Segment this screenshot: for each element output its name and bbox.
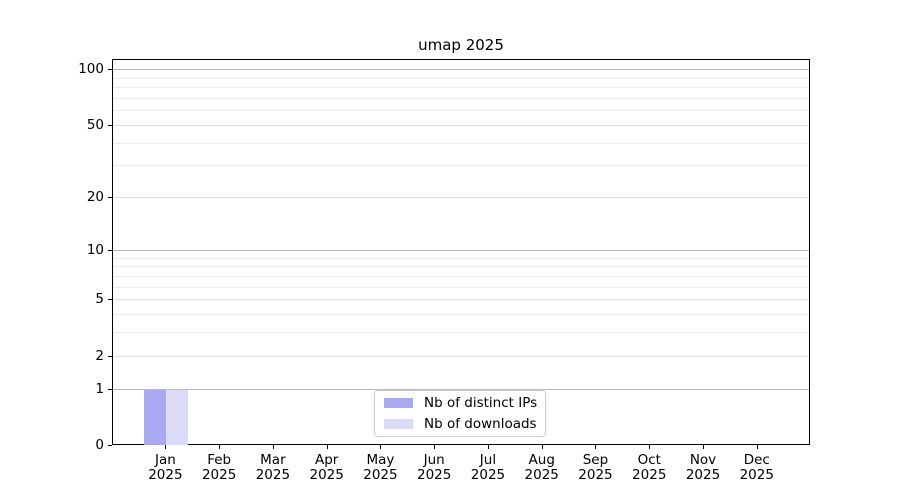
y-tick-label: 50 xyxy=(86,116,104,133)
gridline-50 xyxy=(113,124,809,126)
legend-swatch-distinct-ips xyxy=(384,398,413,408)
plot-area xyxy=(112,59,810,445)
x-tick-year: 2025 xyxy=(685,466,721,483)
bar-nb-of-distinct-ips-jan xyxy=(144,389,167,445)
y-tick-label: 2 xyxy=(95,347,104,364)
x-tick-month: Aug xyxy=(528,452,555,468)
x-tick-year: 2025 xyxy=(309,466,344,483)
x-tick-year: 2025 xyxy=(632,466,667,483)
x-tick-month: Jan xyxy=(154,452,176,468)
legend-item-distinct-ips: Nb of distinct IPs xyxy=(384,394,538,412)
gridline-minor xyxy=(113,165,809,167)
x-tick-mark xyxy=(649,445,651,449)
gridline-minor xyxy=(113,275,809,277)
y-tick-mark xyxy=(108,69,112,71)
y-tick-label: 0 xyxy=(95,437,104,453)
x-tick-label-jan: Jan 2025 xyxy=(125,453,205,482)
legend-label-distinct-ips: Nb of distinct IPs xyxy=(424,395,538,411)
x-tick-mark xyxy=(434,445,436,449)
x-tick-month: Jun xyxy=(423,452,445,468)
y-tick-label: 5 xyxy=(95,291,104,308)
gridline-1 xyxy=(113,388,809,390)
gridline-minor xyxy=(113,98,809,100)
y-tick-mark xyxy=(108,445,112,446)
y-tick-label: 1 xyxy=(95,380,104,397)
x-tick-label-sep: Sep 2025 xyxy=(555,453,635,482)
x-tick-year: 2025 xyxy=(255,466,291,483)
y-tick-mark xyxy=(108,355,112,357)
x-tick-label-aug: Aug 2025 xyxy=(502,453,582,482)
gridline-minor xyxy=(113,286,809,288)
gridline-minor xyxy=(113,87,809,89)
x-tick-year: 2025 xyxy=(363,466,398,483)
x-tick-label-nov: Nov 2025 xyxy=(663,453,743,482)
x-tick-mark xyxy=(219,445,221,449)
legend-item-downloads: Nb of downloads xyxy=(384,415,537,433)
x-tick-label-feb: Feb 2025 xyxy=(179,453,259,482)
gridline-10 xyxy=(113,249,809,251)
gridline-100 xyxy=(113,69,809,71)
x-tick-month: Feb xyxy=(207,452,232,468)
x-tick-label-oct: Oct 2025 xyxy=(609,453,689,482)
x-tick-month: Sep xyxy=(582,452,609,468)
x-tick-year: 2025 xyxy=(470,466,506,483)
gridline-5 xyxy=(113,299,809,301)
gridline-minor xyxy=(113,266,809,268)
x-tick-label-dec: Dec 2025 xyxy=(717,453,797,482)
y-tick-label: 100 xyxy=(78,61,104,78)
x-tick-year: 2025 xyxy=(148,466,183,483)
gridline-minor xyxy=(113,77,809,79)
x-tick-mark xyxy=(703,445,704,449)
gridline-minor xyxy=(113,110,809,112)
y-tick-mark xyxy=(108,197,112,199)
bar-nb-of-downloads-jan xyxy=(166,389,189,445)
x-tick-mark xyxy=(165,445,167,449)
legend-swatch-downloads xyxy=(384,419,413,429)
x-tick-month: Oct xyxy=(637,452,661,468)
x-tick-label-jul: Jul 2025 xyxy=(448,453,528,482)
y-tick-mark xyxy=(108,388,112,390)
x-tick-label-mar: Mar 2025 xyxy=(233,453,313,482)
x-tick-mark xyxy=(380,445,382,449)
x-tick-month: Mar xyxy=(260,452,286,468)
x-tick-label-jun: Jun 2025 xyxy=(394,453,474,482)
legend-label-downloads: Nb of downloads xyxy=(424,416,537,432)
y-tick-label: 20 xyxy=(86,189,104,206)
x-tick-month: Nov xyxy=(689,452,717,468)
gridline-minor xyxy=(113,332,809,334)
x-tick-mark xyxy=(595,445,597,449)
x-tick-mark xyxy=(272,445,274,449)
x-tick-label-apr: Apr 2025 xyxy=(287,453,367,482)
x-tick-mark xyxy=(756,445,758,449)
gridline-minor xyxy=(113,313,809,315)
x-tick-month: Apr xyxy=(314,452,339,468)
x-tick-month: May xyxy=(366,452,395,468)
x-tick-year: 2025 xyxy=(201,466,237,483)
x-tick-mark xyxy=(326,445,328,449)
x-tick-year: 2025 xyxy=(739,466,774,483)
x-tick-year: 2025 xyxy=(417,466,452,483)
x-tick-year: 2025 xyxy=(578,466,613,483)
chart-title: umap 2025 xyxy=(418,36,504,54)
x-tick-month: Dec xyxy=(743,452,770,468)
x-tick-label-may: May 2025 xyxy=(340,453,420,482)
x-tick-mark xyxy=(487,445,489,449)
y-tick-mark xyxy=(108,124,112,126)
x-tick-month: Jul xyxy=(479,452,497,468)
y-tick-label: 10 xyxy=(86,241,104,258)
gridline-minor xyxy=(113,142,809,144)
y-tick-mark xyxy=(108,299,112,301)
gridline-2 xyxy=(113,355,809,357)
legend: Nb of distinct IPs Nb of downloads xyxy=(374,390,546,437)
x-tick-mark xyxy=(541,445,543,449)
y-tick-mark xyxy=(108,249,112,251)
gridline-20 xyxy=(113,197,809,199)
x-tick-year: 2025 xyxy=(524,466,559,483)
gridline-minor xyxy=(113,257,809,259)
